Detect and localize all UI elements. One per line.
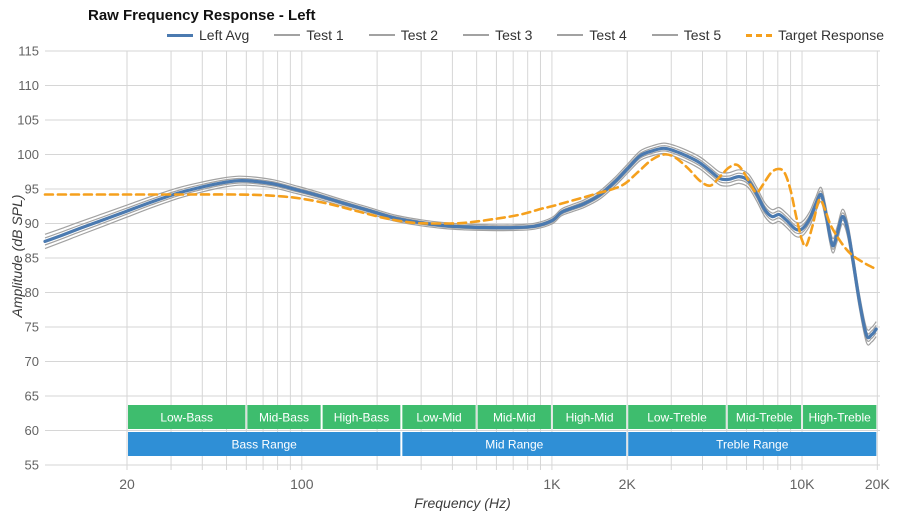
legend-item-test-5[interactable]: Test 5 — [651, 27, 722, 43]
band-label-bass-range: Bass Range — [231, 438, 297, 452]
y-tick-label-100: 100 — [17, 147, 39, 162]
band-label-mid-range: Mid Range — [485, 438, 543, 452]
band-treble-range — [628, 432, 877, 456]
legend-label: Left Avg — [199, 27, 250, 43]
x-tick-label-20: 20 — [119, 476, 135, 492]
band-mid-bass — [247, 405, 321, 429]
legend-label: Test 2 — [400, 27, 439, 43]
legend: Left Avg Test 1 Test 2 Test 3 Test 4 Tes… — [167, 27, 884, 43]
curve-test-3 — [44, 147, 877, 339]
band-mid-range — [402, 432, 627, 456]
y-axis-title: Amplitude (dB SPL) — [9, 194, 25, 318]
x-tick-label-10K: 10K — [790, 476, 816, 492]
test-line-swatch-icon — [557, 34, 584, 36]
legend-item-left-avg[interactable]: Left Avg — [167, 27, 249, 43]
legend-label: Test 1 — [306, 27, 344, 43]
test-line-swatch-icon — [368, 34, 395, 36]
curve-test-5 — [44, 142, 877, 331]
band-mid-treble — [727, 405, 802, 429]
band-high-bass — [322, 405, 401, 429]
band-mid-mid — [477, 405, 551, 429]
band-label-low-mid: Low-Mid — [416, 411, 461, 425]
band-label-mid-treble: Mid-Treble — [736, 411, 793, 425]
legend-label: Test 3 — [495, 27, 533, 43]
legend-item-test-1[interactable]: Test 1 — [274, 27, 344, 43]
left-avg-line-swatch-icon — [167, 33, 193, 37]
test-line-swatch-icon — [651, 34, 678, 36]
legend-item-test-2[interactable]: Test 2 — [368, 27, 439, 43]
y-tick-label-95: 95 — [25, 182, 39, 197]
y-tick-label-55: 55 — [25, 458, 39, 473]
band-label-treble-range: Treble Range — [716, 438, 789, 452]
band-low-treble — [628, 405, 726, 429]
y-tick-label-60: 60 — [25, 423, 39, 438]
x-tick-label-100: 100 — [290, 476, 314, 492]
x-tick-label-20K: 20K — [865, 476, 891, 492]
legend-label: Test 5 — [683, 27, 722, 43]
band-label-low-bass: Low-Bass — [160, 411, 213, 425]
curve-left-avg — [43, 146, 878, 340]
legend-label: Test 4 — [589, 27, 627, 43]
y-tick-label-90: 90 — [25, 216, 39, 231]
y-tick-label-85: 85 — [25, 251, 39, 266]
x-tick-label-1K: 1K — [543, 476, 561, 492]
y-tick-label-70: 70 — [25, 354, 39, 369]
y-tick-label-110: 110 — [18, 78, 39, 93]
band-label-high-treble: High-Treble — [809, 411, 872, 425]
band-label-high-mid: High-Mid — [566, 411, 614, 425]
band-high-treble — [803, 405, 877, 429]
curve-test-1 — [44, 152, 877, 346]
y-tick-label-80: 80 — [25, 285, 39, 300]
legend-item-test-4[interactable]: Test 4 — [557, 27, 627, 43]
y-tick-label-105: 105 — [17, 113, 39, 128]
test-line-swatch-icon — [463, 34, 490, 36]
target-line-swatch-icon — [746, 33, 773, 37]
band-label-mid-mid: Mid-Mid — [493, 411, 536, 425]
band-label-high-bass: High-Bass — [334, 411, 389, 425]
curve-test-2 — [44, 150, 877, 342]
legend-item-target-response[interactable]: Target Response — [746, 27, 884, 43]
x-tick-label-2K: 2K — [619, 476, 637, 492]
y-tick-label-65: 65 — [25, 389, 39, 404]
band-label-mid-bass: Mid-Bass — [259, 411, 309, 425]
chart-title: Raw Frequency Response - Left — [88, 7, 316, 24]
band-bass-range — [128, 432, 401, 456]
band-label-low-treble: Low-Treble — [647, 411, 707, 425]
y-tick-label-115: 115 — [18, 44, 39, 59]
x-axis-title: Frequency (Hz) — [414, 495, 511, 511]
band-low-mid — [402, 405, 476, 429]
test-line-swatch-icon — [274, 34, 301, 36]
y-tick-label-75: 75 — [25, 320, 39, 335]
band-high-mid — [552, 405, 627, 429]
legend-label: Target Response — [778, 27, 884, 43]
curve-test-4 — [44, 145, 877, 335]
band-low-bass — [128, 405, 246, 429]
curve-target-response — [43, 153, 878, 271]
legend-item-test-3[interactable]: Test 3 — [463, 27, 532, 43]
